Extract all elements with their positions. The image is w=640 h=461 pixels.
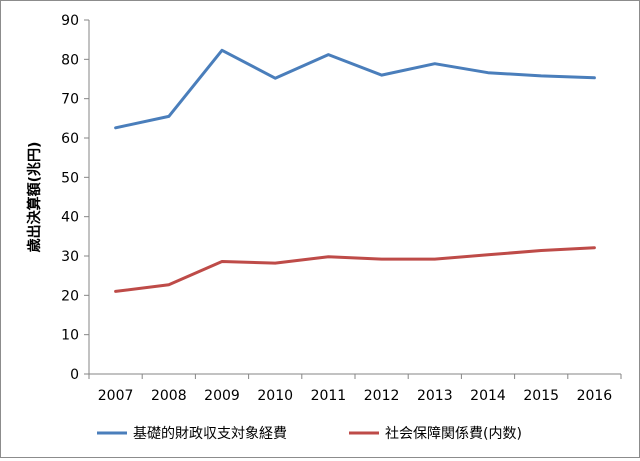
x-axis: 2007 2008 2009 2010 2011 2012 2013 2014 2015 2016 (88, 373, 622, 404)
series-line-2 (114, 246, 596, 293)
x-tick-label: 2011 (311, 388, 347, 404)
y-tick-label: 50 (61, 170, 79, 186)
y-tick-label: 10 (61, 328, 79, 344)
x-tick-label: 2013 (417, 388, 453, 404)
y-tick-label: 70 (61, 92, 79, 108)
y-axis: 0 10 20 30 40 50 60 70 80 90 (61, 13, 90, 383)
y-axis-title: 歳出決算額(兆円) (26, 142, 43, 253)
x-tick-label: 2015 (523, 388, 559, 404)
legend-label-2: 社会保障関係費(内数) (385, 426, 522, 442)
y-tick-label: 20 (61, 288, 79, 304)
x-tick-label: 2014 (470, 388, 506, 404)
y-tick-label: 0 (70, 367, 79, 383)
x-tick-label: 2008 (151, 388, 187, 404)
series-lines (114, 48, 596, 293)
y-tick-label: 60 (61, 131, 79, 147)
x-tick-label: 2010 (257, 388, 293, 404)
y-tick-label: 90 (61, 13, 79, 29)
x-tick-label: 2012 (364, 388, 400, 404)
x-tick-label: 2009 (204, 388, 240, 404)
series-line-1 (114, 48, 596, 130)
y-tick-label: 30 (61, 249, 79, 265)
legend: 基礎的財政収支対象経費 社会保障関係費(内数) (97, 425, 522, 442)
legend-label-1: 基礎的財政収支対象経費 (133, 425, 287, 442)
x-tick-label: 2007 (98, 388, 134, 404)
y-tick-label: 80 (61, 52, 79, 68)
y-tick-label: 40 (61, 210, 79, 226)
x-tick-label: 2016 (577, 388, 613, 404)
